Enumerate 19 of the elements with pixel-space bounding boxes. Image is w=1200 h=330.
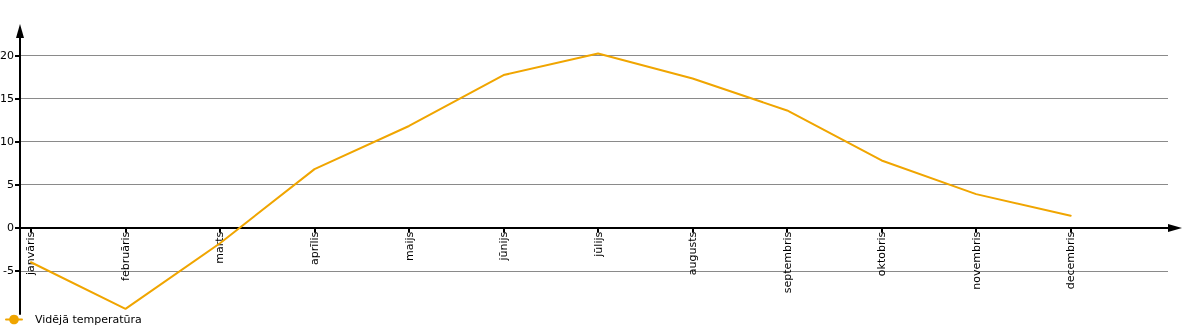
x-tick-label: maijs	[402, 231, 416, 262]
y-tick-label: 10	[0, 135, 14, 148]
y-tick-label: 20	[0, 48, 14, 62]
legend-label: Vidējā temperatūra	[35, 313, 142, 326]
x-tick-label: decembris	[1064, 231, 1078, 290]
y-tick-label: -5	[3, 264, 14, 278]
y-tick-label: 15	[0, 91, 14, 105]
y-tick-label: 0	[7, 221, 14, 235]
x-tick-label: februāris	[118, 231, 132, 281]
x-tick-label: augusts	[686, 231, 700, 276]
x-tick-label: janvāris	[24, 231, 38, 277]
x-tick-label: novembris	[969, 231, 983, 290]
x-tick-label: aprīlis	[308, 231, 322, 265]
x-tick-label: jūlijs	[591, 231, 605, 258]
x-tick-label: septembris	[780, 231, 794, 294]
x-tick-label: jūnijs	[497, 231, 511, 262]
x-tick-label: oktobris	[875, 231, 889, 277]
x-tick-label: marts	[213, 231, 227, 264]
y-tick-label: 5	[7, 178, 14, 192]
